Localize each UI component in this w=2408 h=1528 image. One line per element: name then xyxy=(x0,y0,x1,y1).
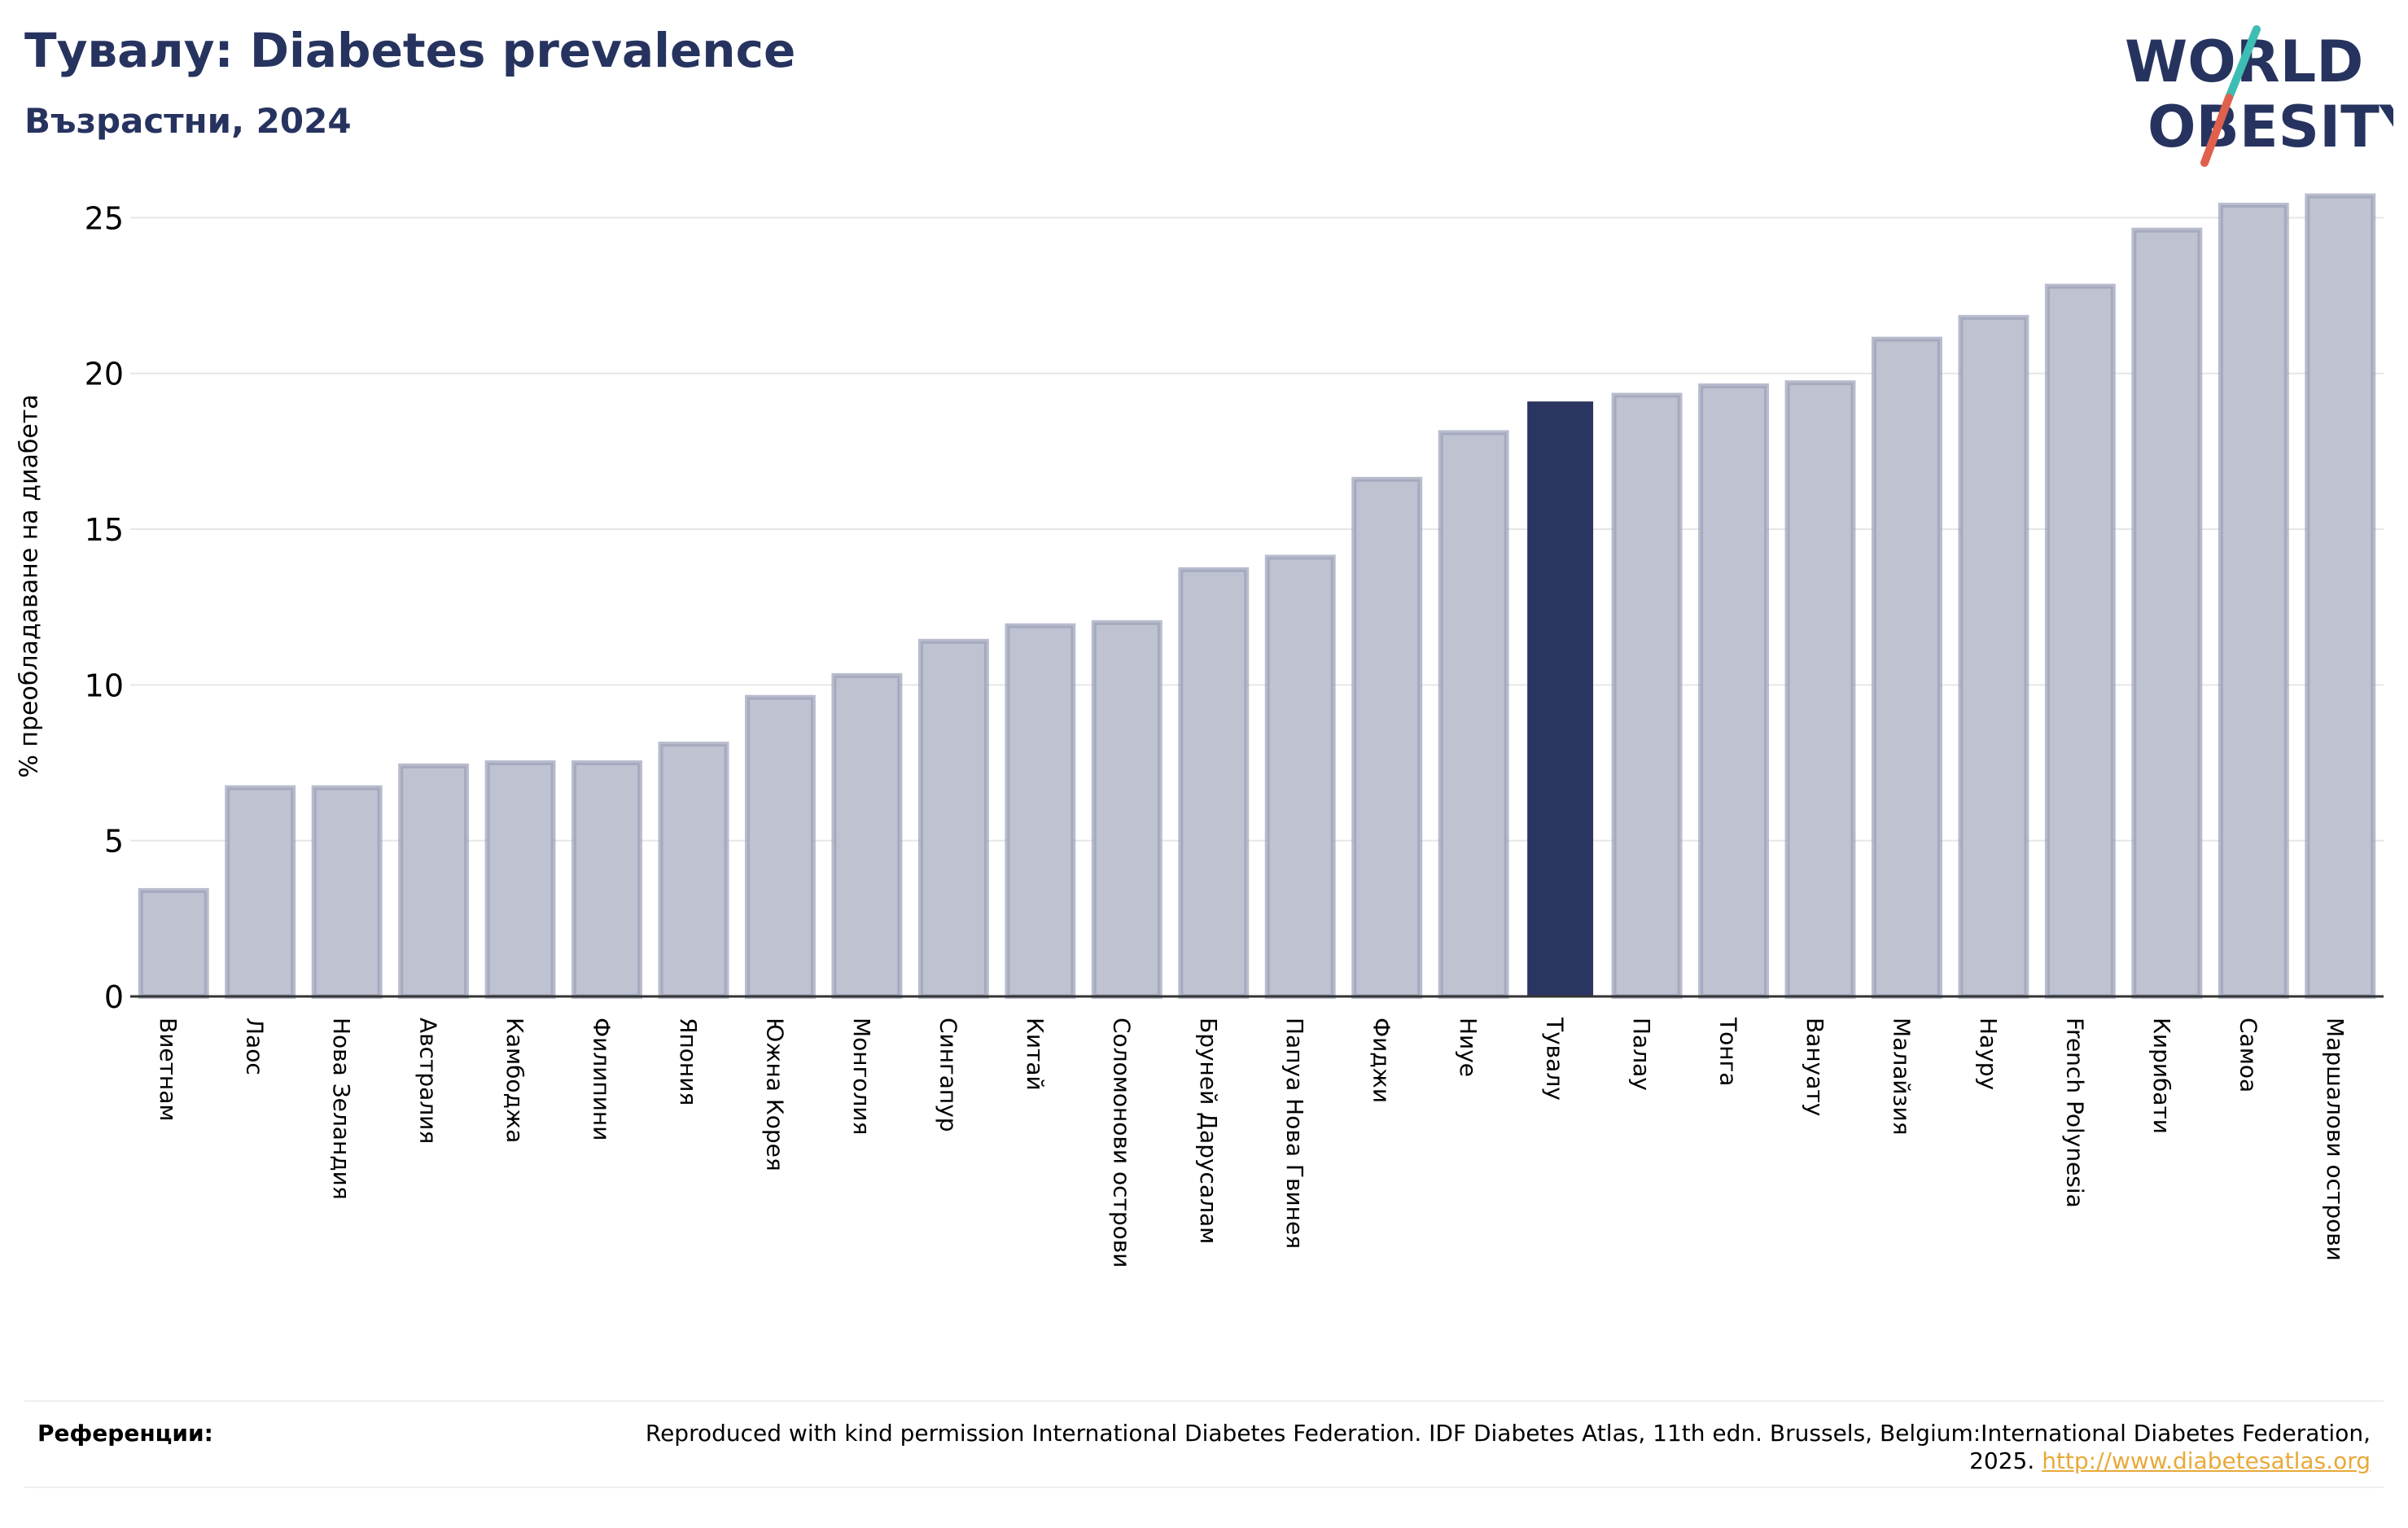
x-tick-label: Австралия xyxy=(415,1018,442,1144)
x-tick-label: Сингапур xyxy=(935,1018,961,1132)
references-link[interactable]: http://www.diabetesatlas.org xyxy=(2042,1447,2371,1474)
bar-20 xyxy=(1872,336,1942,999)
bar-9 xyxy=(917,638,989,1000)
bar-3 xyxy=(398,763,470,999)
logo-slash-bottom xyxy=(2200,94,2233,167)
bar-18 xyxy=(1698,383,1769,999)
x-tick-label: Бруней Дарусалам xyxy=(1195,1018,1222,1244)
x-tick-label: French Polynesia xyxy=(2061,1018,2088,1208)
bar-13 xyxy=(1264,554,1336,999)
bar-10 xyxy=(1005,623,1076,999)
bar-24 xyxy=(2218,203,2289,999)
bar-12 xyxy=(1178,567,1250,999)
y-tick-label: 20 xyxy=(85,357,124,392)
bar-17 xyxy=(1611,392,1683,999)
bar-15 xyxy=(1438,430,1509,999)
y-tick-label: 10 xyxy=(85,668,124,703)
y-tick-label: 25 xyxy=(85,200,124,236)
x-tick-label: Фиджи xyxy=(1368,1018,1395,1103)
x-tick-label: Кирибати xyxy=(2148,1018,2175,1134)
x-tick-label: Камбоджа xyxy=(501,1018,528,1143)
x-tick-label: Монголия xyxy=(848,1018,875,1135)
bar-16 xyxy=(1527,401,1594,996)
x-tick-label: Лаос xyxy=(242,1018,269,1075)
y-tick-label: 15 xyxy=(85,512,124,548)
bar-14 xyxy=(1351,476,1423,999)
chart-subtitle: Възрастни, 2024 xyxy=(24,101,352,141)
y-tick-label: 0 xyxy=(104,979,124,1015)
references-text: Reproduced with kind permission Internat… xyxy=(580,1420,2371,1475)
chart-title: Тувалу: Diabetes prevalence xyxy=(24,23,796,78)
x-tick-label: Науру xyxy=(1975,1018,2002,1090)
x-tick-label: Малайзия xyxy=(1888,1018,1915,1136)
x-tick-label: Палау xyxy=(1628,1018,1655,1091)
logo-slash-top xyxy=(2225,25,2261,102)
x-tick-label: Южна Корея xyxy=(761,1018,788,1171)
bar-0 xyxy=(138,887,209,999)
x-tick-label: Китай xyxy=(1022,1018,1049,1091)
x-tick-label: Соломонови острови xyxy=(1108,1018,1135,1267)
x-tick-label: Тувалу xyxy=(1542,1017,1569,1101)
x-tick-label: Филипини xyxy=(589,1018,615,1141)
references-footer: Референции: Reproduced with kind permiss… xyxy=(24,1400,2384,1488)
bar-11 xyxy=(1091,620,1162,999)
x-tick-label: Вануату xyxy=(1802,1018,1828,1116)
bar-1 xyxy=(225,785,296,999)
bar-2 xyxy=(311,785,383,999)
x-tick-label: Ниуе xyxy=(1455,1018,1482,1077)
x-tick-label: Маршалови острови xyxy=(2322,1018,2349,1261)
bar-4 xyxy=(484,760,556,999)
world-obesity-logo: WORLD OBESITY xyxy=(2125,25,2393,167)
bar-23 xyxy=(2131,227,2203,999)
x-tick-label: Япония xyxy=(675,1018,702,1106)
x-tick-label: Самоа xyxy=(2235,1018,2261,1092)
bar-8 xyxy=(831,672,903,1000)
x-tick-label: Тонга xyxy=(1715,1017,1742,1086)
bar-22 xyxy=(2044,283,2116,1000)
references-label: Референции: xyxy=(37,1420,213,1447)
bar-chart: 0 5 10 15 20 25 Виетнам Лаос Нова Зеландия Австра… xyxy=(85,193,2384,1267)
x-tick-label: Папуа Нова Гвинея xyxy=(1281,1018,1308,1249)
bar-21 xyxy=(1958,314,2029,1000)
bar-6 xyxy=(658,742,729,999)
logo-line2: OBESITY xyxy=(2147,94,2393,160)
bar-19 xyxy=(1784,380,1856,999)
bar-5 xyxy=(571,760,642,999)
x-tick-label: Нова Зеландия xyxy=(328,1018,355,1200)
bar-7 xyxy=(745,694,816,999)
bar-25 xyxy=(2305,193,2376,999)
references-citation: Reproduced with kind permission Internat… xyxy=(645,1420,2371,1474)
y-tick-label: 5 xyxy=(104,824,124,860)
x-tick-label: Виетнам xyxy=(155,1018,182,1122)
